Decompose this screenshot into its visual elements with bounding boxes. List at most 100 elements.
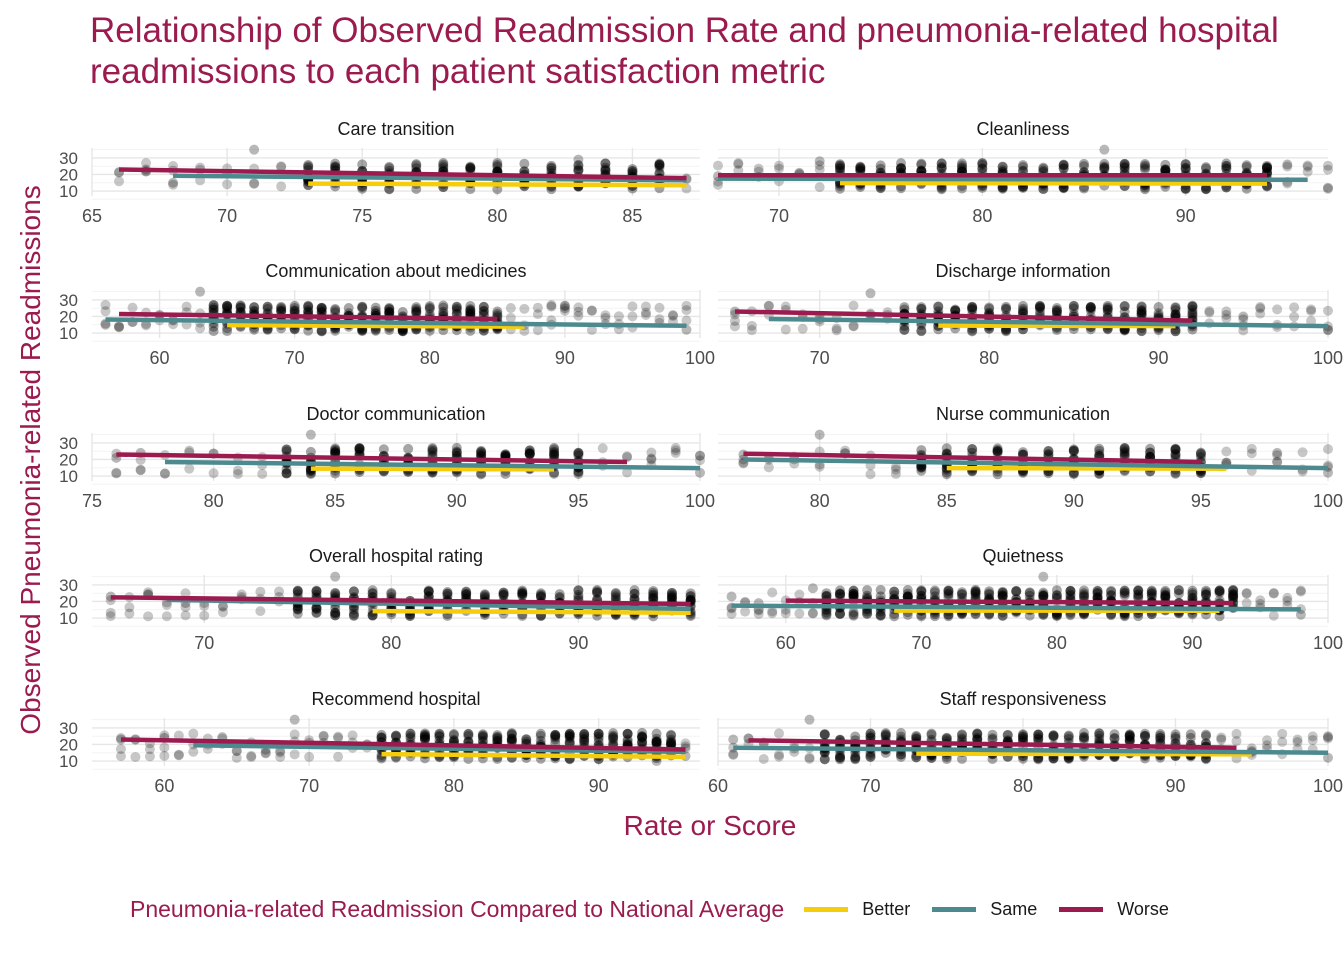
data-point [592, 587, 603, 598]
data-point [821, 588, 832, 599]
data-point [438, 161, 449, 172]
data-point [1241, 588, 1252, 599]
data-point [292, 589, 303, 600]
data-point [448, 729, 459, 740]
data-point [593, 729, 604, 740]
data-point [957, 158, 967, 169]
data-point [1133, 590, 1144, 601]
data-point [875, 163, 886, 174]
data-point [1133, 591, 1144, 602]
trend-line-worse [118, 311, 498, 322]
data-point [1323, 305, 1333, 316]
x-tick-label: 90 [1064, 491, 1084, 511]
data-point [1038, 587, 1049, 598]
data-point [1146, 586, 1157, 597]
data-point [1085, 302, 1096, 313]
y-tick-label: 10 [59, 182, 78, 201]
data-point [957, 162, 967, 173]
data-point [465, 305, 476, 316]
data-point [1221, 163, 1232, 174]
data-point [984, 302, 995, 313]
data-point [835, 754, 845, 765]
data-point [1170, 309, 1181, 320]
data-point [281, 444, 292, 455]
data-point [535, 589, 546, 600]
data-point [1051, 305, 1062, 316]
data-point [477, 731, 488, 742]
data-point [524, 448, 535, 459]
data-point [1255, 598, 1266, 609]
data-point [222, 300, 233, 311]
data-point [1214, 587, 1225, 598]
data-point [936, 161, 947, 172]
data-point [478, 301, 489, 312]
trend-line-worse [120, 737, 686, 752]
x-tick-label: 80 [204, 491, 224, 511]
data-point [780, 324, 791, 335]
data-point [1246, 443, 1257, 454]
data-point [424, 302, 435, 313]
data-point [546, 163, 557, 174]
data-point [916, 325, 927, 336]
data-point [535, 590, 546, 601]
data-point [977, 163, 988, 174]
data-point [794, 589, 805, 600]
data-point [1187, 301, 1198, 312]
data-point [1160, 590, 1171, 601]
data-point [1119, 300, 1130, 311]
data-point-outlier [573, 154, 584, 165]
data-point [275, 752, 286, 763]
data-point [1001, 303, 1012, 314]
panel-title: Care transition [337, 119, 454, 139]
data-point [654, 159, 665, 170]
data-point [1187, 587, 1198, 598]
data-point [135, 465, 146, 476]
data-point [397, 307, 408, 318]
data-point [1058, 163, 1069, 174]
data-point [984, 588, 995, 599]
data-point [1255, 308, 1266, 319]
data-point [848, 591, 859, 602]
data-point [573, 468, 584, 479]
data-point [348, 610, 359, 621]
data-point [1051, 590, 1062, 601]
data-point [330, 608, 341, 619]
x-tick-label: 100 [685, 491, 715, 511]
data-point [573, 585, 584, 596]
data-point [564, 729, 575, 740]
data-point [549, 447, 560, 458]
data-point [549, 446, 560, 457]
data-point [1099, 164, 1110, 175]
data-point-outlier [1216, 734, 1227, 745]
data-point [728, 749, 739, 760]
data-point [1092, 585, 1103, 596]
data-point [1001, 304, 1012, 315]
data-point [249, 305, 260, 316]
data-point [292, 604, 303, 615]
data-point [929, 585, 940, 596]
trend-line-worse [743, 451, 1201, 465]
data-point [848, 320, 859, 331]
y-tick-label: 30 [59, 434, 78, 453]
data-point [896, 731, 906, 742]
data-point [289, 300, 300, 311]
data-point [208, 300, 219, 311]
data-point [1268, 588, 1279, 599]
data-point [780, 595, 791, 606]
data-point [610, 588, 621, 599]
data-point [550, 734, 561, 745]
data-point [967, 447, 978, 458]
data-point [376, 732, 387, 743]
x-tick-label: 60 [150, 348, 170, 368]
data-point [916, 165, 927, 176]
data-point [506, 733, 517, 744]
data-point [1018, 447, 1028, 458]
data-point [1068, 468, 1079, 479]
data-point [1079, 588, 1089, 599]
data-point [438, 306, 449, 317]
data-point [804, 752, 815, 763]
data-point [330, 158, 341, 169]
panel-title: Overall hospital rating [309, 546, 483, 566]
